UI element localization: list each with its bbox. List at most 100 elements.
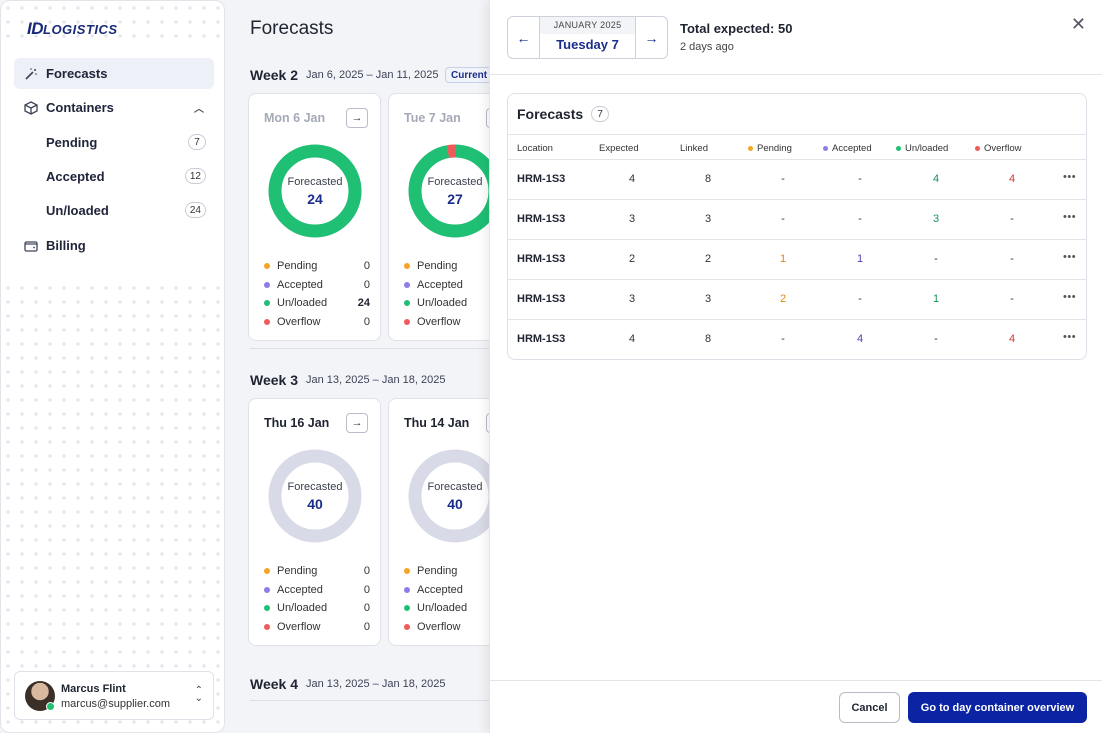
status-dot-icon: [264, 300, 270, 307]
status-dot-icon: [404, 263, 410, 270]
divider: [490, 680, 1102, 681]
status-legend: Pending Accepted Un/loaded Overflow: [404, 257, 510, 331]
legend-row: Un/loaded 0: [264, 599, 370, 618]
table-cell: -: [781, 213, 785, 225]
cell-location: HRM-1S3: [517, 213, 566, 225]
legend-row: Un/loaded 24: [264, 294, 370, 313]
next-day-button[interactable]: →: [636, 17, 667, 58]
table-cell: 4: [628, 333, 636, 345]
legend-value: 0: [363, 260, 370, 273]
sidebar: IDLOGISTICS Forecasts Containers ︿ Pendi…: [0, 0, 225, 733]
cancel-button[interactable]: Cancel: [839, 692, 900, 723]
column-header-overflow: Overflow: [975, 143, 1021, 154]
week-range: Jan 6, 2025 – Jan 11, 2025: [306, 69, 439, 81]
user-email: marcus@supplier.com: [61, 698, 170, 710]
previous-day-button[interactable]: ←: [508, 17, 539, 58]
go-to-day-overview-button[interactable]: Go to day container overview: [908, 692, 1087, 723]
status-legend: Pending Accepted Un/loaded Overflow: [404, 562, 510, 636]
week-header: Week 3 Jan 13, 2025 – Jan 18, 2025: [250, 372, 445, 388]
more-options-icon[interactable]: •••: [1063, 171, 1077, 183]
more-options-icon[interactable]: •••: [1063, 211, 1077, 223]
box-icon: [24, 100, 38, 115]
table-cell: -: [1010, 213, 1014, 225]
sidebar-subitem-label: Pending: [46, 134, 98, 150]
close-icon[interactable]: ✕: [1070, 14, 1086, 34]
legend-value: 0: [363, 565, 370, 578]
legend-row: Un/loaded: [404, 599, 510, 618]
status-legend: Pending 0 Accepted 0 Un/loaded 0 Overflow 0: [264, 562, 370, 636]
user-name: Marcus Flint: [61, 683, 126, 695]
week-label: Week 4: [250, 676, 298, 692]
sidebar-item-billing[interactable]: Billing: [14, 230, 214, 261]
cell-location: HRM-1S3: [517, 333, 566, 345]
table-cell: 2: [704, 253, 712, 265]
more-options-icon[interactable]: •••: [1063, 251, 1077, 263]
table-cell: 2: [779, 293, 787, 305]
open-day-button[interactable]: →: [346, 413, 368, 433]
status-dot-icon: [264, 568, 270, 575]
legend-label: Pending: [417, 565, 458, 578]
legend-row: Overflow 0: [264, 618, 370, 637]
relative-time: 2 days ago: [680, 41, 734, 53]
divider: [250, 700, 490, 701]
more-options-icon[interactable]: •••: [1063, 291, 1077, 303]
legend-row: Accepted: [404, 581, 510, 600]
table-cell: -: [781, 333, 785, 345]
table-title: Forecasts 7: [517, 106, 610, 122]
table-cell: 1: [932, 293, 940, 305]
day-name: Mon 6 Jan: [264, 111, 326, 125]
status-dot-icon: [404, 586, 410, 593]
divider: [490, 74, 1102, 75]
table-cell: 8: [704, 173, 712, 185]
legend-label: Pending: [417, 260, 458, 273]
wand-icon: [24, 67, 38, 81]
day-name: Tue 7 Jan: [404, 111, 461, 125]
sidebar-subitem-pending[interactable]: Pending 7: [46, 131, 206, 153]
page-title: Forecasts: [250, 18, 334, 39]
donut-label: Forecasted: [287, 481, 343, 493]
table-cell: 3: [704, 293, 712, 305]
chevron-up-icon[interactable]: ︿: [194, 104, 204, 115]
sidebar-subitem-unloaded[interactable]: Un/loaded 24: [46, 199, 206, 221]
legend-label: Accepted: [277, 278, 323, 291]
legend-row: Overflow 0: [264, 313, 370, 332]
sidebar-item-containers[interactable]: Containers ︿: [14, 92, 214, 123]
open-day-button[interactable]: →: [346, 108, 368, 128]
table-title-text: Forecasts: [517, 106, 584, 122]
legend-row: Pending: [404, 562, 510, 581]
arrow-right-icon: →: [351, 417, 363, 429]
legend-row: Accepted: [404, 276, 510, 295]
forecasts-table: Forecasts 7 Location Expected Linked Pen…: [507, 93, 1087, 360]
day-card: Thu 16 Jan → Forecasted 40 Pending 0 Accepted 0…: [248, 398, 381, 646]
table-row: HRM-1S3 3 3 - - 3 - •••: [508, 200, 1086, 240]
sidebar-subitem-label: Accepted: [46, 168, 105, 184]
legend-row: Accepted 0: [264, 276, 370, 295]
legend-label: Un/loaded: [277, 602, 328, 615]
column-header-accepted: Accepted: [823, 143, 872, 154]
more-options-icon[interactable]: •••: [1063, 331, 1077, 343]
count-badge: 12: [184, 168, 206, 184]
sidebar-item-label: Forecasts: [46, 66, 108, 81]
legend-value: 24: [357, 297, 370, 310]
column-header-location: Location: [517, 143, 553, 154]
week-header: Week 4 Jan 13, 2025 – Jan 18, 2025: [250, 676, 445, 692]
legend-row: Overflow: [404, 313, 510, 332]
sidebar-item-forecasts[interactable]: Forecasts: [14, 58, 214, 89]
donut-value: 24: [307, 191, 323, 207]
week-range: Jan 13, 2025 – Jan 18, 2025: [306, 678, 446, 690]
table-row: HRM-1S3 4 8 - 4 - 4 •••: [508, 320, 1086, 359]
table-cell: -: [1010, 293, 1014, 305]
legend-value: 0: [363, 315, 370, 328]
table-cell: 4: [1008, 173, 1016, 185]
table-cell: 3: [628, 213, 636, 225]
legend-label: Overflow: [277, 315, 321, 328]
table-cell: 4: [1008, 333, 1016, 345]
user-menu[interactable]: Marcus Flint marcus@supplier.com ⌃ ⌄: [14, 671, 214, 720]
legend-label: Overflow: [417, 315, 461, 328]
table-cell: 8: [704, 333, 712, 345]
date-navigator: ← JANUARY 2025 Tuesday 7 →: [507, 16, 668, 59]
count-badge: 7: [591, 106, 610, 122]
arrow-left-icon: ←: [516, 29, 531, 46]
column-header-unloaded: Un/loaded: [896, 143, 948, 154]
sidebar-subitem-accepted[interactable]: Accepted 12: [46, 165, 206, 187]
